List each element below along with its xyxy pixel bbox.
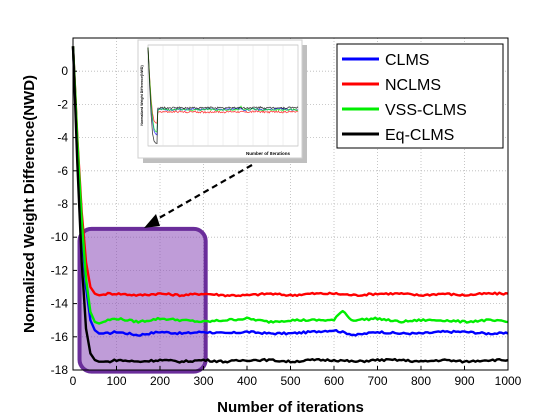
y-tick-label: -6 — [57, 164, 68, 178]
legend-items: CLMS NCLMS VSS-CLMS Eq-CLMS — [342, 52, 467, 144]
series-line-eq-clms — [71, 46, 509, 364]
y-tick-label: -16 — [51, 330, 69, 344]
zoom-arrow-line — [151, 164, 253, 223]
legend: CLMS NCLMS VSS-CLMS Eq-CLMS — [336, 43, 504, 149]
highlight-region — [77, 226, 208, 374]
inset-series-lines — [147, 47, 299, 145]
legend-label-vss-clms: VSS-CLMS — [385, 102, 467, 119]
inset-background — [137, 39, 303, 159]
legend-box — [336, 43, 504, 149]
zoom-arrow — [144, 164, 253, 228]
x-tick-label: 600 — [324, 374, 344, 388]
y-tick-label: -14 — [51, 297, 69, 311]
legend-label-clms: CLMS — [385, 52, 429, 69]
x-tick-label: 300 — [193, 374, 213, 388]
y-tick-label: 0 — [61, 64, 68, 78]
y-tick-label: -18 — [51, 363, 69, 377]
inset-y-axis-label: Normalized Weight Difference(NWD) — [140, 65, 144, 125]
x-tick-label: 700 — [367, 374, 387, 388]
highlight-box — [77, 226, 208, 374]
axis-ticks: 0 100 200 300 400 500 600 700 800 900 1000 0 -2 -4 -6 -… — [51, 64, 522, 388]
inset-series-line-nclms — [147, 47, 299, 124]
inset-x-axis-label: Number of Iterations — [246, 151, 291, 156]
x-tick-label: 100 — [106, 374, 126, 388]
x-tick-label: 0 — [70, 374, 77, 388]
series-line-vss-clms — [71, 46, 509, 325]
x-axis-label: Number of iterations — [217, 399, 364, 416]
inset-series-line-eq-clms — [147, 47, 299, 145]
y-tick-label: -4 — [57, 131, 68, 145]
x-tick-label: 200 — [150, 374, 170, 388]
inset-series-line-vss-clms — [147, 47, 299, 133]
x-tick-label: 900 — [454, 374, 474, 388]
legend-label-nclms: NCLMS — [385, 77, 441, 94]
inset-grid — [147, 44, 299, 147]
series-line-clms — [71, 46, 509, 337]
series-line-nclms — [71, 46, 509, 298]
zoom-arrow-head — [144, 214, 160, 228]
y-tick-label: -12 — [51, 263, 69, 277]
x-tick-label: 400 — [237, 374, 257, 388]
y-tick-label: -10 — [51, 230, 69, 244]
x-tick-label: 1000 — [495, 374, 522, 388]
inset-plot: Number of Iterations Normalized Weight D… — [137, 39, 307, 163]
y-tick-label: -2 — [57, 97, 68, 111]
y-axis-label: Normalized Weight Difference(NWD) — [21, 75, 38, 333]
series-lines — [71, 46, 509, 364]
x-tick-label: 500 — [280, 374, 300, 388]
x-tick-label: 800 — [411, 374, 431, 388]
legend-label-eq-clms: Eq-CLMS — [385, 127, 454, 144]
y-tick-label: -8 — [57, 197, 68, 211]
